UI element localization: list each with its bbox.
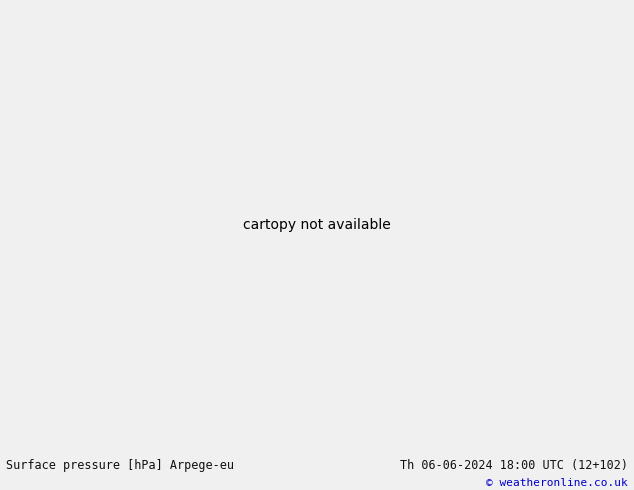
Text: Th 06-06-2024 18:00 UTC (12+102): Th 06-06-2024 18:00 UTC (12+102): [399, 459, 628, 472]
Text: © weatheronline.co.uk: © weatheronline.co.uk: [486, 478, 628, 488]
Text: cartopy not available: cartopy not available: [243, 219, 391, 232]
Text: Surface pressure [hPa] Arpege-eu: Surface pressure [hPa] Arpege-eu: [6, 459, 235, 472]
